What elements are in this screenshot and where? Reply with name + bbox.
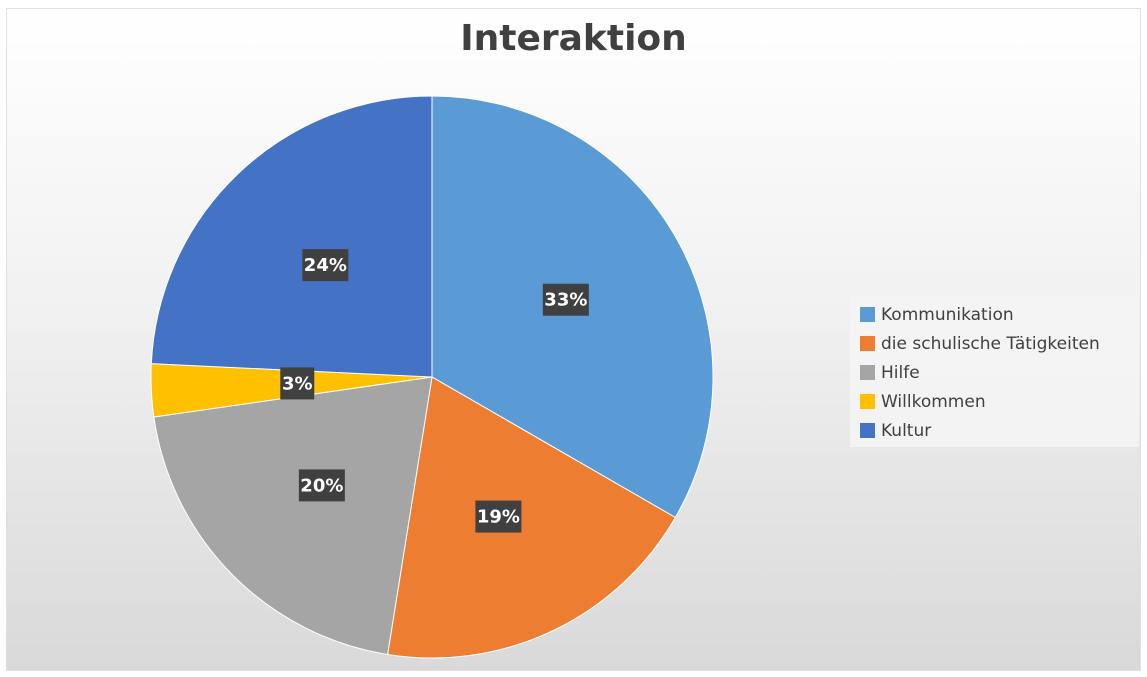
legend-label: Willkommen — [881, 391, 986, 412]
legend-item: Kultur — [852, 416, 1139, 445]
legend-item: Kommunikation — [852, 300, 1139, 329]
pie-slice-kultur — [150, 95, 433, 378]
legend-label: Kommunikation — [881, 304, 1014, 325]
data-label-text: 20% — [300, 475, 343, 496]
data-label-text: 19% — [477, 507, 520, 528]
pie-slices — [150, 95, 714, 659]
data-label-kultur: 24% — [302, 249, 349, 282]
legend-swatch — [860, 307, 875, 322]
data-label-text: 24% — [304, 255, 347, 276]
legend-swatch — [860, 423, 875, 438]
chart-title: Interaktion — [460, 18, 687, 59]
legend-swatch — [860, 365, 875, 380]
legend-label: Hilfe — [881, 362, 920, 383]
pie-slice-hilfe — [153, 376, 433, 656]
data-label-text: 33% — [544, 290, 587, 311]
data-label-kommunikation: 33% — [542, 283, 589, 316]
data-label-box — [280, 367, 315, 400]
legend-item: Willkommen — [852, 387, 1139, 416]
data-label-box — [298, 469, 345, 502]
pie-slice-die-schulische-t-tigkeiten — [387, 376, 677, 659]
data-labels: 33% 19% 20% 3% 24% — [280, 249, 589, 533]
legend: Kommunikation die schulische Tätigkeiten H… — [850, 296, 1139, 447]
data-label-willkommen: 3% — [280, 367, 315, 400]
data-label-box — [542, 283, 589, 316]
data-label-box — [302, 249, 349, 282]
legend-item: die schulische Tätigkeiten — [852, 329, 1139, 358]
data-label-text: 3% — [282, 373, 313, 394]
legend-item: Hilfe — [852, 358, 1139, 387]
legend-swatch — [860, 336, 875, 351]
legend-label: Kultur — [881, 420, 932, 441]
legend-swatch — [860, 394, 875, 409]
legend-label: die schulische Tätigkeiten — [881, 333, 1100, 354]
data-label-box — [475, 500, 522, 533]
data-label-die-schulische-t-tigkeiten: 19% — [475, 500, 522, 533]
data-label-hilfe: 20% — [298, 469, 345, 502]
